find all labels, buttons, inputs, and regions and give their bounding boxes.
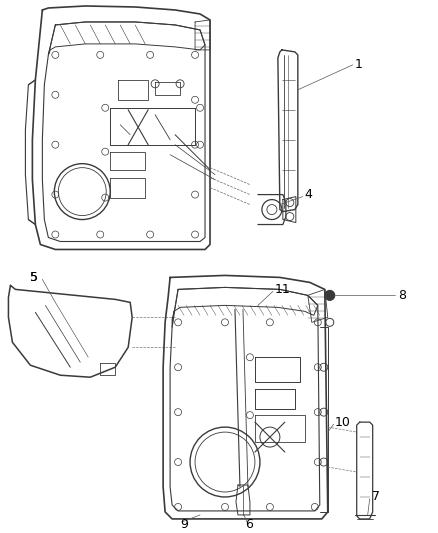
Text: 5: 5 [30,271,39,284]
Text: 10: 10 [335,416,351,429]
Text: 5: 5 [30,271,39,284]
Text: 7: 7 [372,490,380,504]
Text: 1: 1 [355,59,363,71]
Text: 8: 8 [398,289,406,302]
Text: 9: 9 [180,519,188,531]
Text: 11: 11 [275,283,291,296]
Circle shape [325,290,335,301]
Text: 6: 6 [245,519,253,531]
Text: 4: 4 [305,188,313,201]
